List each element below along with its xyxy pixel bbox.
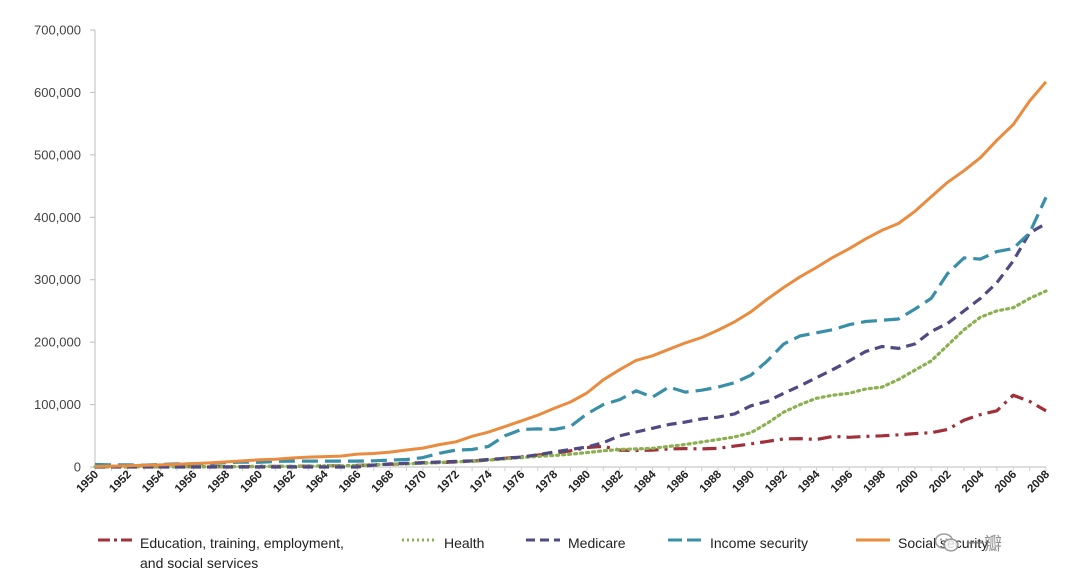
legend-swatch-social-security — [856, 538, 890, 542]
x-tick-label: 1984 — [632, 468, 659, 495]
x-tick-label: 2008 — [1026, 468, 1053, 495]
x-axis: 1950 1952 1954 1956 1958 1960 1962 1964 1966 1968… — [75, 466, 1053, 496]
legend-swatch-health — [402, 538, 436, 542]
series-layer — [93, 80, 1048, 469]
watermark-text: 一瓣 — [966, 534, 1002, 554]
x-tick-label: 1986 — [665, 469, 692, 496]
legend-item-income-security: Income security — [666, 533, 808, 553]
x-tick-label: 1992 — [763, 469, 790, 496]
line-chart: 0 100,000 200,000 300,000 400,000 500,000 600,… — [34, 23, 1053, 496]
x-tick-label: 1970 — [402, 469, 429, 496]
x-tick-label: 1960 — [239, 469, 266, 496]
x-tick-label: 1962 — [271, 469, 298, 496]
legend-item-education: Education, training, employment, and soc… — [96, 533, 344, 573]
series-line-education — [95, 393, 1047, 469]
series-line-medicare — [95, 222, 1047, 469]
x-tick-label: 2006 — [993, 469, 1020, 496]
x-tick-label: 1978 — [534, 468, 561, 495]
x-tick-label: 1956 — [173, 469, 200, 496]
legend-item-medicare: Medicare — [524, 533, 626, 553]
y-tick-label: 100,000 — [34, 397, 81, 412]
x-tick-label: 2000 — [894, 469, 921, 496]
legend-label-income-security: Income security — [710, 535, 809, 551]
y-tick-label: 500,000 — [34, 147, 81, 162]
x-tick-label: 1968 — [370, 468, 397, 495]
y-axis: 0 100,000 200,000 300,000 400,000 500,000 600,… — [34, 23, 96, 475]
x-tick-label: 1952 — [107, 469, 134, 496]
x-tick-label: 1976 — [501, 469, 528, 496]
x-tick-label: 1964 — [304, 468, 331, 495]
x-tick-label: 1974 — [468, 468, 495, 495]
x-tick-label: 1988 — [698, 468, 725, 495]
x-tick-label: 1966 — [337, 469, 364, 496]
series-line-income — [94, 196, 1048, 467]
x-tick-label: 1958 — [206, 468, 233, 495]
x-tick-label: 2004 — [960, 468, 987, 495]
y-tick-label: 700,000 — [34, 23, 81, 38]
x-tick-label: 1994 — [796, 468, 823, 495]
legend-swatch-income-security — [668, 538, 702, 542]
x-tick-label: 1996 — [829, 469, 856, 496]
y-tick-label: 300,000 — [34, 272, 81, 287]
legend: Education, training, employment, and soc… — [96, 533, 1076, 577]
legend-label-medicare: Medicare — [568, 535, 626, 551]
x-tick-label: 1982 — [599, 469, 626, 496]
legend-swatch-medicare — [526, 538, 560, 542]
y-tick-label: 200,000 — [34, 335, 81, 350]
legend-swatch-education — [98, 538, 132, 542]
x-tick-label: 1954 — [140, 468, 167, 495]
x-tick-label: 1998 — [862, 468, 889, 495]
x-tick-label: 1980 — [566, 469, 593, 496]
legend-item-health: Health — [400, 533, 484, 553]
wechat-icon — [934, 533, 959, 552]
series-line-social — [94, 80, 1048, 468]
y-tick-label: 400,000 — [34, 210, 81, 225]
y-tick-label: 600,000 — [34, 85, 81, 100]
y-tick-label: 0 — [74, 460, 81, 475]
x-tick-label: 1972 — [435, 469, 462, 496]
legend-label-health: Health — [444, 535, 485, 551]
x-tick-label: 1990 — [730, 469, 757, 496]
legend-label-education: Education, training, employment, and soc… — [140, 535, 344, 571]
watermark: 一瓣 — [934, 530, 1002, 556]
x-tick-label: 2002 — [927, 469, 954, 496]
series-line-health — [93, 289, 1048, 469]
